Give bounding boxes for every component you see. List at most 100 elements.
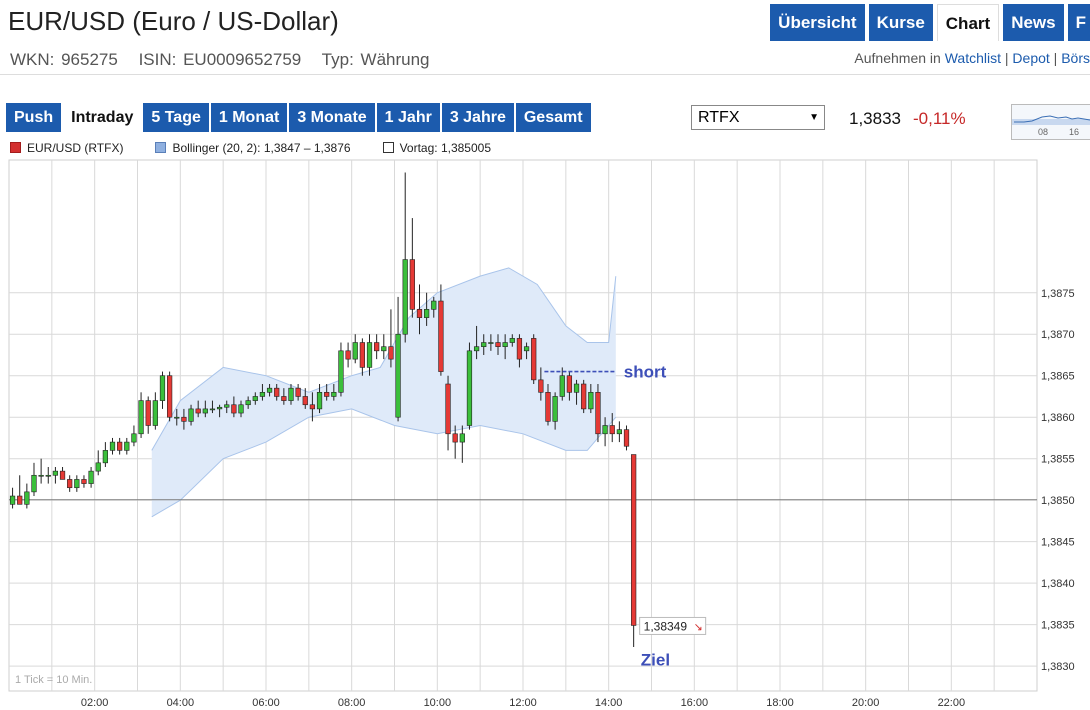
candle-body [424,309,430,318]
chevron-down-icon: ▼ [809,112,819,123]
x-tick-label: 18:00 [766,697,794,709]
x-tick-label: 08:00 [338,697,366,709]
candle-body [381,346,387,352]
candle-body [409,259,415,310]
period-gesamt[interactable]: Gesamt [515,103,591,132]
candle-body [438,300,444,372]
candle-body [266,387,273,393]
candle-body [552,396,558,422]
target-label: Ziel [641,650,670,669]
candle-body [516,338,523,360]
mini-chart-thumbnail[interactable]: 08 16 [1011,104,1090,140]
y-tick-label: 1,3845 [1041,537,1075,549]
tab-kurse[interactable]: Kurse [868,4,933,41]
x-tick-label: 22:00 [938,697,966,709]
candle-body [481,342,487,347]
candle-body [74,479,80,489]
x-tick-label: 10:00 [424,697,452,709]
x-axis-ticks: 02:00 04:00 06:00 08:00 10:00 12:00 14:00 16:00… [81,697,965,709]
tab-more[interactable]: F [1067,4,1090,41]
legend-swatch-vortag [382,142,394,153]
candle-body [602,425,608,435]
candle-body [324,392,330,397]
period-intraday[interactable]: Intraday [63,103,142,132]
chart-legend: EUR/USD (RTFX) Bollinger (20, 2): 1,3847… [10,141,491,155]
depot-link[interactable]: Depot [1012,50,1050,66]
boerse-link[interactable]: Börs [1061,50,1090,66]
period-3-monate[interactable]: 3 Monate [289,103,375,132]
x-tick-label: 02:00 [81,697,109,709]
candle-body [88,470,94,484]
tab-news[interactable]: News [1003,4,1064,41]
candle-body [117,441,123,451]
candle-body [352,342,358,360]
candle-body [359,342,365,368]
candle-body [245,400,251,406]
last-value-label: 1,38349 [644,619,688,633]
down-arrow-icon: ↘ [694,621,703,633]
candle-body [502,342,508,347]
period-3-jahre[interactable]: 3 Jahre [441,103,514,132]
x-tick-label: 16:00 [681,697,709,709]
y-tick-label: 1,3840 [1041,578,1075,590]
y-tick-label: 1,3855 [1041,454,1075,466]
tab-uebersicht[interactable]: Übersicht [770,4,865,41]
candle-body [609,425,615,435]
y-tick-label: 1,3865 [1041,371,1075,383]
candle-body [452,433,458,443]
candle-body [573,383,580,393]
candle-body [224,404,230,408]
x-tick-label: 12:00 [509,697,537,709]
tab-chart[interactable]: Chart [936,4,1000,41]
bollinger-band [151,267,617,518]
mini-chart-label-16: 16 [1069,127,1079,137]
candle-body [67,479,73,489]
y-tick-label: 1,3835 [1041,620,1075,632]
candle-body [581,383,587,410]
candle-body [188,408,194,422]
candle-body [238,404,244,414]
bollinger-fill [151,267,616,517]
watchlist-actions: Aufnehmen in Watchlist | Depot | Börs [854,50,1090,66]
y-tick-label: 1,3860 [1041,412,1075,424]
candle-body [338,350,344,393]
header-divider [0,74,1090,75]
candle-body [281,396,287,401]
y-axis-ticks: 1,3830 1,3835 1,3840 1,3845 1,3850 1,3855 1,38… [1041,288,1075,673]
isin-label: ISIN: EU0009652759 [138,50,302,69]
watchlist-link[interactable]: Watchlist [944,50,1001,66]
candlestick-series [9,172,637,648]
candle-body [109,441,116,451]
candle-body [538,379,544,393]
candle-body [316,392,323,410]
candle-body [81,479,87,484]
candle-body [559,375,565,397]
candle-body [588,392,594,410]
annotations: short Ziel 1,38349 ↘ [544,363,707,669]
period-1-jahr[interactable]: 1 Jahr [376,103,440,132]
period-tabs: Push Intraday 5 Tage 1 Monat 3 Monate 1 … [6,103,591,132]
candle-body [259,392,266,397]
candle-body [231,404,237,414]
candle-body [509,338,515,343]
period-push[interactable]: Push [6,103,62,132]
exchange-select[interactable]: RTFX ▼ [691,105,825,130]
type-label: Typ: Währung [321,50,430,69]
candle-body [174,416,180,419]
legend-text-vortag: Vortag: 1,385005 [399,141,491,155]
price-change: -0,11% [913,109,966,128]
candle-body [302,396,308,406]
candle-body [274,387,280,397]
candle-body [431,300,437,310]
period-5-tage[interactable]: 5 Tage [143,103,209,132]
top-navigation: Übersicht Kurse Chart News F [770,4,1090,41]
candle-body [374,342,380,352]
period-1-monat[interactable]: 1 Monat [210,103,288,132]
candle-body [631,454,637,626]
candle-body [466,350,473,426]
candle-body [145,400,151,426]
candle-body [138,400,144,435]
intraday-chart[interactable]: 1,3830 1,3835 1,3840 1,3845 1,3850 1,3855 1,38… [0,158,1090,710]
x-tick-label: 06:00 [252,697,280,709]
candle-body [131,433,137,443]
